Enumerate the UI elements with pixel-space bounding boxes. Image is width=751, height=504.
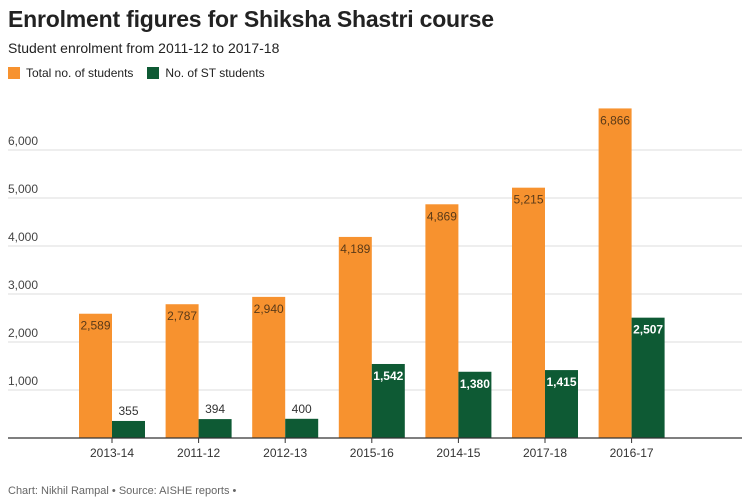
data-label: 2,507 <box>633 323 663 337</box>
bar-total <box>79 313 112 438</box>
bar-st <box>371 363 405 438</box>
legend-item-total: Total no. of students <box>8 66 133 80</box>
y-tick-label: 2,000 <box>8 326 38 340</box>
bar-total <box>425 204 459 438</box>
bar-st <box>112 420 145 438</box>
legend-swatch-st <box>147 67 160 79</box>
bar-total <box>512 187 545 438</box>
data-label: 1,542 <box>373 369 403 383</box>
data-label: 355 <box>118 404 138 418</box>
data-label: 4,869 <box>427 209 457 223</box>
chart-title: Enrolment figures for Shiksha Shastri co… <box>8 6 494 32</box>
data-label: 400 <box>292 402 312 416</box>
y-tick-label: 1,000 <box>8 374 38 388</box>
x-tick-label: 2015-16 <box>350 446 394 460</box>
data-label: 394 <box>205 402 225 416</box>
chart-subtitle: Student enrolment from 2011-12 to 2017-1… <box>8 40 280 56</box>
bar-st <box>631 317 665 438</box>
x-tick-label: 2014-15 <box>436 446 480 460</box>
data-label: 2,589 <box>80 319 110 333</box>
chart-footer: Chart: Nikhil Rampal • Source: AISHE rep… <box>8 485 237 497</box>
bar-total <box>252 296 286 438</box>
data-label: 5,215 <box>513 193 543 207</box>
legend-swatch-total <box>8 67 20 79</box>
bar-chart: 1,000 2,000 3,000 4,000 5,000 6,000 2,589 355 20… <box>8 108 742 460</box>
data-label: 1,380 <box>460 377 490 391</box>
legend-item-st: No. of ST students <box>147 66 265 80</box>
data-label: 6,866 <box>600 113 630 127</box>
x-tick-label: 2012-13 <box>263 446 307 460</box>
legend-label-st: No. of ST students <box>165 66 265 80</box>
y-tick-label: 6,000 <box>8 134 38 148</box>
bar-total <box>338 236 372 438</box>
y-tick-label: 3,000 <box>8 278 38 292</box>
x-tick-label: 2011-12 <box>177 446 220 460</box>
legend-label-total: Total no. of students <box>26 66 134 80</box>
data-label: 2,940 <box>254 302 284 316</box>
data-label: 2,787 <box>167 309 197 323</box>
data-label: 4,189 <box>340 242 370 256</box>
bar-total <box>165 304 199 438</box>
data-label: 1,415 <box>546 375 576 389</box>
y-tick-label: 4,000 <box>8 230 38 244</box>
bar-st <box>458 371 492 438</box>
x-tick-label: 2013-14 <box>90 446 134 460</box>
chart-legend: Total no. of students No. of ST students <box>8 66 279 80</box>
bar-st <box>198 419 232 438</box>
bar-st <box>285 418 319 438</box>
bar-total <box>598 108 632 438</box>
bar-st <box>545 370 578 438</box>
x-tick-label: 2016-17 <box>610 446 654 460</box>
x-tick-label: 2017-18 <box>523 446 567 460</box>
y-tick-label: 5,000 <box>8 182 38 196</box>
